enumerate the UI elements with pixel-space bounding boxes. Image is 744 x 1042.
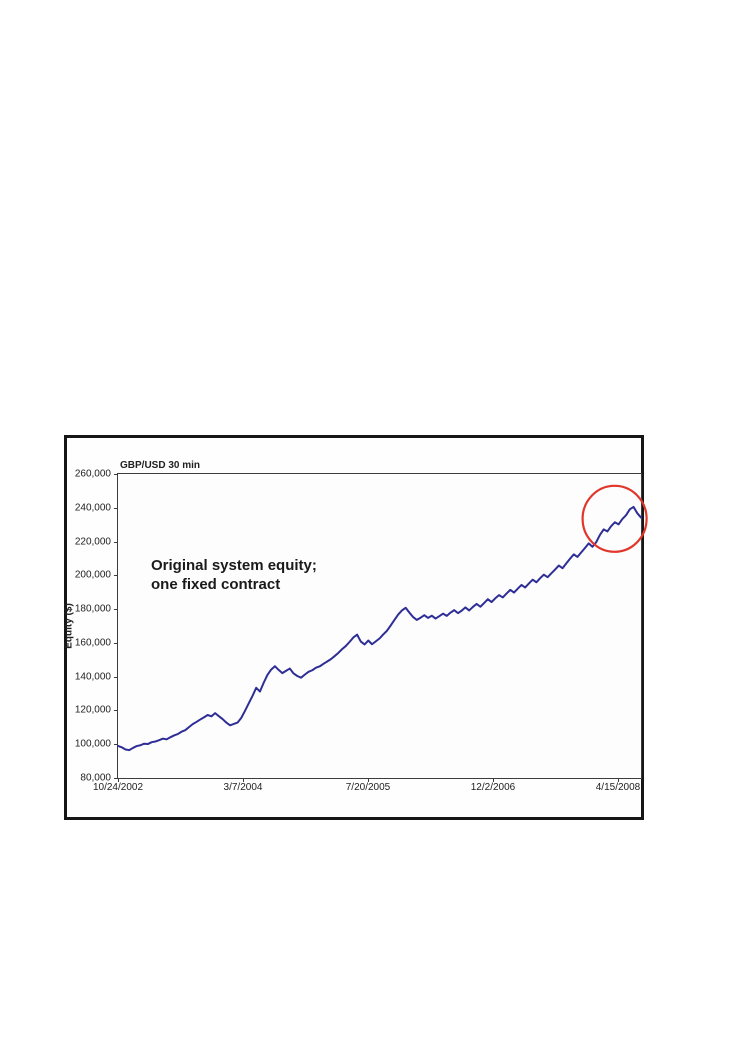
y-tick-mark [114,474,118,475]
x-tick-mark [618,778,619,782]
y-tick-label: 220,000 [74,536,111,548]
y-tick-label: 120,000 [74,704,111,716]
x-tick-label: 3/7/2004 [223,782,263,793]
y-tick-mark [114,609,118,611]
chart-annotation: Original system equity; one fixed contra… [151,556,317,594]
y-tick-label: 180,000 [74,603,111,615]
y-tick-label: 260,000 [74,468,111,480]
y-tick-label: 80,000 [80,772,111,784]
x-tick-label: 10/24/2002 [92,782,144,793]
equity-curve-svg [117,484,648,752]
chart-annotation-line2: one fixed contract [151,576,281,593]
y-tick-mark [114,642,118,644]
x-tick-mark [493,778,494,782]
y-tick-mark [114,541,118,543]
x-tick-mark [243,778,244,782]
y-tick-label: 200,000 [74,569,111,581]
equity-chart-plot-area: GBP/USD 30 min Equity ($) 260,000 240,000… [64,460,648,793]
x-tick-label: 4/15/2008 [595,782,641,793]
y-tick-mark [114,676,118,678]
y-tick-label: 140,000 [74,671,111,683]
highlight-circle [581,484,648,553]
y-tick-mark [114,507,118,509]
y-tick-mark [114,744,118,746]
x-tick-label: 12/2/2006 [470,782,516,793]
y-tick-mark [114,575,118,577]
chart-title: GBP/USD 30 min [120,460,201,471]
y-tick-label: 100,000 [74,738,111,750]
y-axis-title: Equity ($) [63,603,75,649]
y-tick-label: 160,000 [74,637,111,649]
x-tick-label: 7/20/2005 [345,782,391,793]
chart-annotation-line1: Original system equity; [151,557,317,574]
equity-curve-line [117,505,642,752]
y-tick-mark [114,778,118,779]
equity-chart-box: GBP/USD 30 min Equity ($) 260,000 240,000… [64,435,648,820]
x-tick-mark [118,778,119,782]
x-tick-mark [368,778,369,782]
y-tick-mark [114,710,118,712]
y-tick-label: 240,000 [74,502,111,514]
